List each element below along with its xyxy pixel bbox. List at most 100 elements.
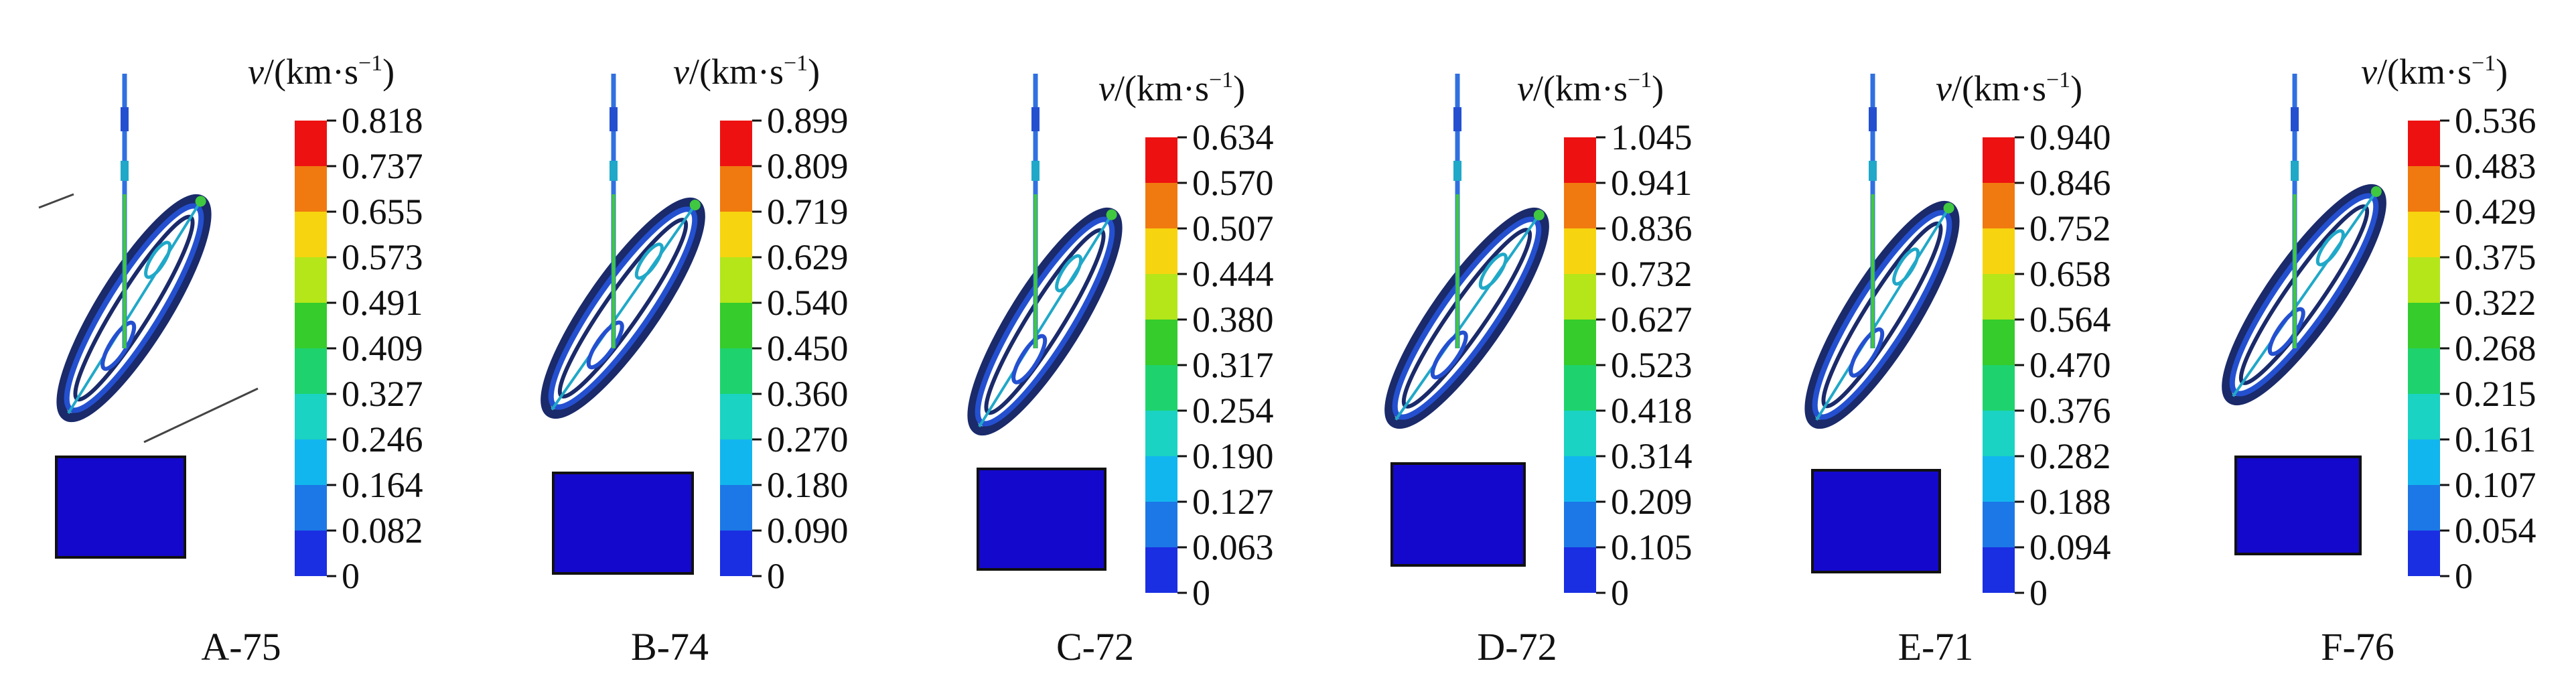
legend-swatch [1145,183,1177,228]
legend-tick-label: 0.094 [2029,527,2111,567]
target-block [55,456,186,559]
legend-swatch [2408,166,2440,212]
legend-tick-label: 0.082 [342,510,423,551]
legend-tick-label: 0.322 [2455,283,2536,323]
legend-swatch [720,485,752,531]
legend-tick-label: 0.899 [767,100,849,141]
legend-tick-label: 0.491 [342,283,423,323]
legend-tick-label: 0 [767,556,785,596]
projectile-body [541,197,705,419]
legend-swatch [1983,411,2015,456]
legend-tick-label: 0.523 [1611,345,1693,385]
legend-tick-label: 0.380 [1192,299,1274,340]
legend-tick-label: 0.732 [1611,254,1693,294]
legend-tick-label: 0.444 [1192,254,1274,294]
legend-tick-label: 0 [1192,573,1210,613]
legend-swatch [1145,137,1177,183]
legend-tick-label: 0.564 [2029,299,2111,340]
legend-swatch [720,531,752,576]
target-block [977,468,1106,571]
legend-swatch [1564,274,1596,320]
legend-swatch [1564,228,1596,274]
legend-swatch [2408,212,2440,257]
legend-tick-label: 0.215 [2455,374,2536,414]
legend-tick-label: 0.090 [767,510,849,551]
legend-tick-label: 0.317 [1192,345,1274,385]
legend-tick-label: 0.627 [1611,299,1693,340]
legend-tick-label: 0.570 [1192,163,1274,203]
legend-swatch [295,257,327,303]
legend-swatch [720,212,752,257]
unit-label: v/(km·s−1) [1936,68,2082,109]
panel-caption: C-72 [1056,625,1134,669]
unit-label: v/(km·s−1) [673,51,820,92]
projectile-body [967,207,1123,436]
legend-swatch [1564,547,1596,593]
legend-swatch [2408,485,2440,531]
legend-tick-label: 0.209 [1611,482,1693,522]
legend-swatch [1564,365,1596,411]
legend-tick-label: 0.655 [342,192,423,232]
panel-f-76: 0.536 0.483 0.429 0.375 0.322 0.268 0.215 0.161… [2222,51,2536,669]
legend-swatch [295,303,327,348]
legend-tick-label: 0.629 [767,237,849,277]
legend-tick-label: 0.314 [1611,436,1693,476]
legend-tick-label: 0.360 [767,374,849,414]
target-block [1811,469,1941,573]
legend-swatch [1983,137,2015,183]
legend-swatch [295,439,327,485]
legend-swatch [720,121,752,166]
legend-swatch [295,212,327,257]
legend-tick-label: 0.164 [342,465,423,505]
panel-caption: A-75 [201,625,281,669]
legend-swatch [295,394,327,439]
legend-swatch [2408,348,2440,394]
legend-swatch [1983,502,2015,547]
legend-swatch [1564,137,1596,183]
panel-c-72: 0.634 0.570 0.507 0.444 0.380 0.317 0.254 0.190… [967,68,1274,669]
legend-swatch [1983,274,2015,320]
legend-swatch [2408,439,2440,485]
legend-swatch [1145,274,1177,320]
legend-tick-label: 0.658 [2029,254,2111,294]
legend-tick-label: 0.941 [1611,163,1693,203]
legend-swatch [1145,365,1177,411]
legend-tick-label: 0.270 [767,419,849,460]
projectile-body [56,194,212,423]
legend-tick-label: 0.846 [2029,163,2111,203]
legend-swatch [1145,411,1177,456]
velocity-legend: 1.045 0.941 0.836 0.732 0.627 0.523 0.418 0.314… [1564,117,1693,613]
projectile-body [2222,184,2386,406]
legend-tick-label: 0.054 [2455,510,2536,551]
panel-caption: F-76 [2321,625,2394,669]
panel-caption: E-71 [1898,625,1974,669]
legend-swatch [2408,257,2440,303]
legend-tick-label: 0.188 [2029,482,2111,522]
panel-b-74: 0.899 0.809 0.719 0.629 0.540 0.450 0.360 0.270… [541,51,849,669]
legend-tick-label: 0.327 [342,374,423,414]
legend-tick-label: 0.254 [1192,391,1274,431]
legend-tick-label: 0.376 [2029,391,2111,431]
unit-label: v/(km·s−1) [1517,68,1664,109]
legend-swatch [1564,183,1596,228]
target-block [552,472,694,575]
legend-swatch [1145,320,1177,365]
legend-swatch [1145,456,1177,502]
legend-tick-label: 0.470 [2029,345,2111,385]
unit-label: v/(km·s−1) [1098,68,1245,109]
panel-d-72: 1.045 0.941 0.836 0.732 0.627 0.523 0.418 0.314… [1384,68,1693,669]
legend-swatch [1145,547,1177,593]
legend-swatch [1983,320,2015,365]
legend-swatch [295,485,327,531]
legend-tick-label: 0.450 [767,328,849,368]
panel-a-75: 0.818 0.737 0.655 0.573 0.491 0.409 0.327 0.246… [38,51,423,669]
legend-tick-label: 0.940 [2029,117,2111,157]
legend-tick-label: 0.246 [342,419,423,460]
legend-swatch [1145,228,1177,274]
legend-swatch [1145,502,1177,547]
legend-tick-label: 0.818 [342,100,423,141]
panel-caption: B-74 [631,625,709,669]
unit-label: v/(km·s−1) [248,51,395,92]
legend-tick-label: 0.809 [767,146,849,186]
